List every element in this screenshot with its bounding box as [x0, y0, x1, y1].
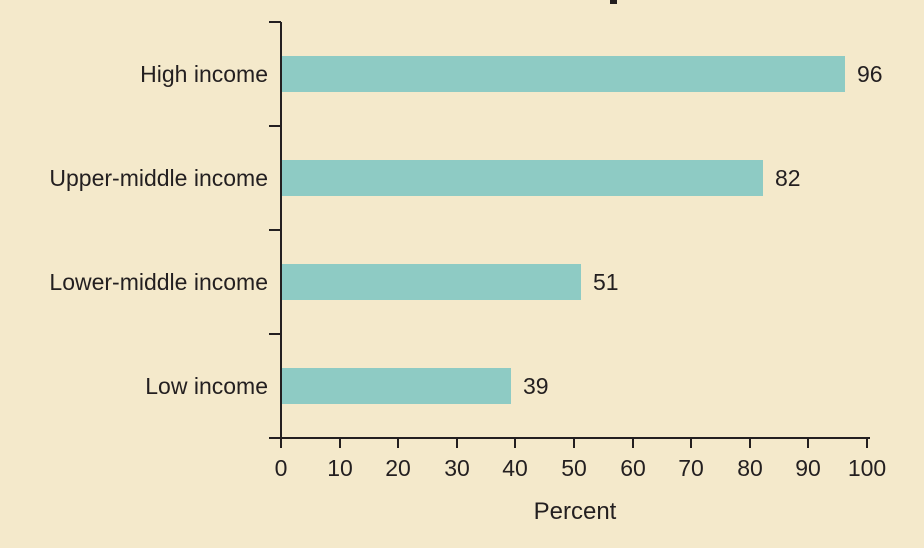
x-axis-tick — [573, 439, 575, 448]
y-axis-tick — [269, 125, 281, 127]
x-axis-tick-label: 80 — [737, 455, 763, 481]
x-axis-tick-label: 40 — [502, 455, 528, 481]
bar-high-income — [282, 56, 845, 92]
y-axis-tick — [269, 21, 281, 23]
bar-low-income — [282, 368, 511, 404]
x-axis-line — [269, 437, 870, 439]
x-axis-tick — [280, 439, 282, 448]
x-axis-tick — [514, 439, 516, 448]
y-axis-tick — [269, 333, 281, 335]
x-axis-tick — [749, 439, 751, 448]
category-label: Lower-middle income — [49, 268, 268, 295]
x-axis-tick-label: 70 — [678, 455, 704, 481]
x-axis-tick — [456, 439, 458, 448]
x-axis-tick-label: 60 — [620, 455, 646, 481]
x-axis-tick — [339, 439, 341, 448]
x-axis-tick — [690, 439, 692, 448]
plot-area: 96 82 51 39 — [282, 22, 883, 437]
x-axis-tick-label: 100 — [847, 455, 887, 481]
bar-value-label: 39 — [523, 373, 549, 399]
x-axis-tick — [397, 439, 399, 448]
bar-value-label: 96 — [857, 61, 883, 87]
x-axis-tick-label: 50 — [561, 455, 587, 481]
bar-value-label: 51 — [593, 269, 619, 295]
x-axis-tick-label: 0 — [274, 455, 288, 481]
cropped-title-artifact — [610, 0, 617, 4]
x-axis-tick-label: 30 — [444, 455, 470, 481]
x-axis-tick — [807, 439, 809, 448]
y-axis-line — [280, 22, 282, 439]
bar-upper-middle-income — [282, 160, 763, 196]
x-axis-tick-label: 10 — [327, 455, 353, 481]
category-label: Low income — [145, 372, 268, 399]
x-axis-tick-label: 90 — [795, 455, 821, 481]
category-label: Upper-middle income — [49, 164, 268, 191]
x-axis-title: Percent — [533, 498, 617, 525]
bar-lower-middle-income — [282, 264, 581, 300]
bar-value-label: 82 — [775, 165, 801, 191]
y-axis-tick — [269, 229, 281, 231]
x-axis-tick-label: 20 — [385, 455, 411, 481]
category-axis-labels: High income Upper-middle income Lower-midd… — [0, 22, 268, 437]
category-label: High income — [140, 60, 268, 87]
x-axis-tick — [632, 439, 634, 448]
x-axis-tick — [866, 439, 868, 448]
